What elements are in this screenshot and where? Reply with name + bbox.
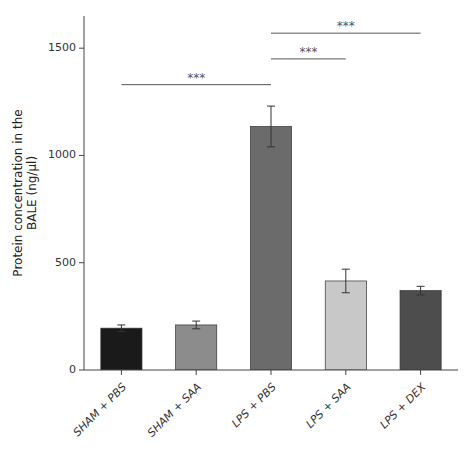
x-tick [271, 370, 272, 375]
y-axis-label: Protein concentration in theBALE (ng/μl) [11, 109, 39, 276]
error-cap [117, 324, 125, 325]
x-tick [345, 370, 346, 375]
y-axis-label-line: BALE (ng/μl) [25, 156, 39, 230]
x-tick [121, 370, 122, 375]
error-bar [417, 286, 425, 295]
bar [176, 325, 217, 370]
y-axis-line [84, 16, 85, 370]
x-tick-label: LPS + DEX [378, 380, 429, 431]
y-axis-label-line: Protein concentration in the [11, 109, 25, 276]
bar [250, 126, 291, 370]
significance-label: *** [337, 19, 355, 33]
error-bar [192, 321, 200, 329]
error-bar [342, 269, 350, 293]
chart: 0 500 1000 1500 SHAM + PBS SHAM + SAA LPS + PB… [0, 0, 474, 474]
error-line [345, 269, 346, 293]
error-cap [192, 328, 200, 329]
error-cap [417, 286, 425, 287]
error-bar [117, 325, 125, 331]
y-tick [79, 48, 84, 49]
x-tick-label: SHAM + PBS [71, 381, 129, 439]
error-cap [267, 106, 275, 107]
y-tick [79, 155, 84, 156]
bar [325, 281, 366, 370]
x-tick-label: SHAM + SAA [145, 381, 204, 440]
error-line [121, 325, 122, 331]
error-cap [267, 146, 275, 147]
error-cap [342, 292, 350, 293]
error-line [420, 286, 421, 295]
x-tick [420, 370, 421, 375]
error-line [271, 106, 272, 147]
error-cap [417, 294, 425, 295]
x-tick [196, 370, 197, 375]
error-cap [192, 321, 200, 322]
y-tick-label: 1000 [48, 148, 76, 161]
y-tick [79, 262, 84, 263]
x-tick-label: LPS + SAA [303, 381, 353, 431]
y-tick-label: 0 [69, 363, 76, 376]
bar [101, 328, 142, 370]
y-tick [79, 370, 84, 371]
y-tick-label: 500 [55, 256, 76, 269]
bar [400, 291, 441, 370]
significance-label: *** [299, 45, 317, 59]
error-bar [267, 106, 275, 147]
significance-label: *** [187, 71, 205, 85]
y-tick-label: 1500 [48, 41, 76, 54]
chart-container: 0 500 1000 1500 SHAM + PBS SHAM + SAA LPS + PB… [0, 0, 474, 474]
x-tick-label: LPS + PBS [229, 381, 279, 431]
error-cap [117, 331, 125, 332]
error-line [196, 321, 197, 329]
error-cap [342, 269, 350, 270]
bars [101, 106, 441, 370]
